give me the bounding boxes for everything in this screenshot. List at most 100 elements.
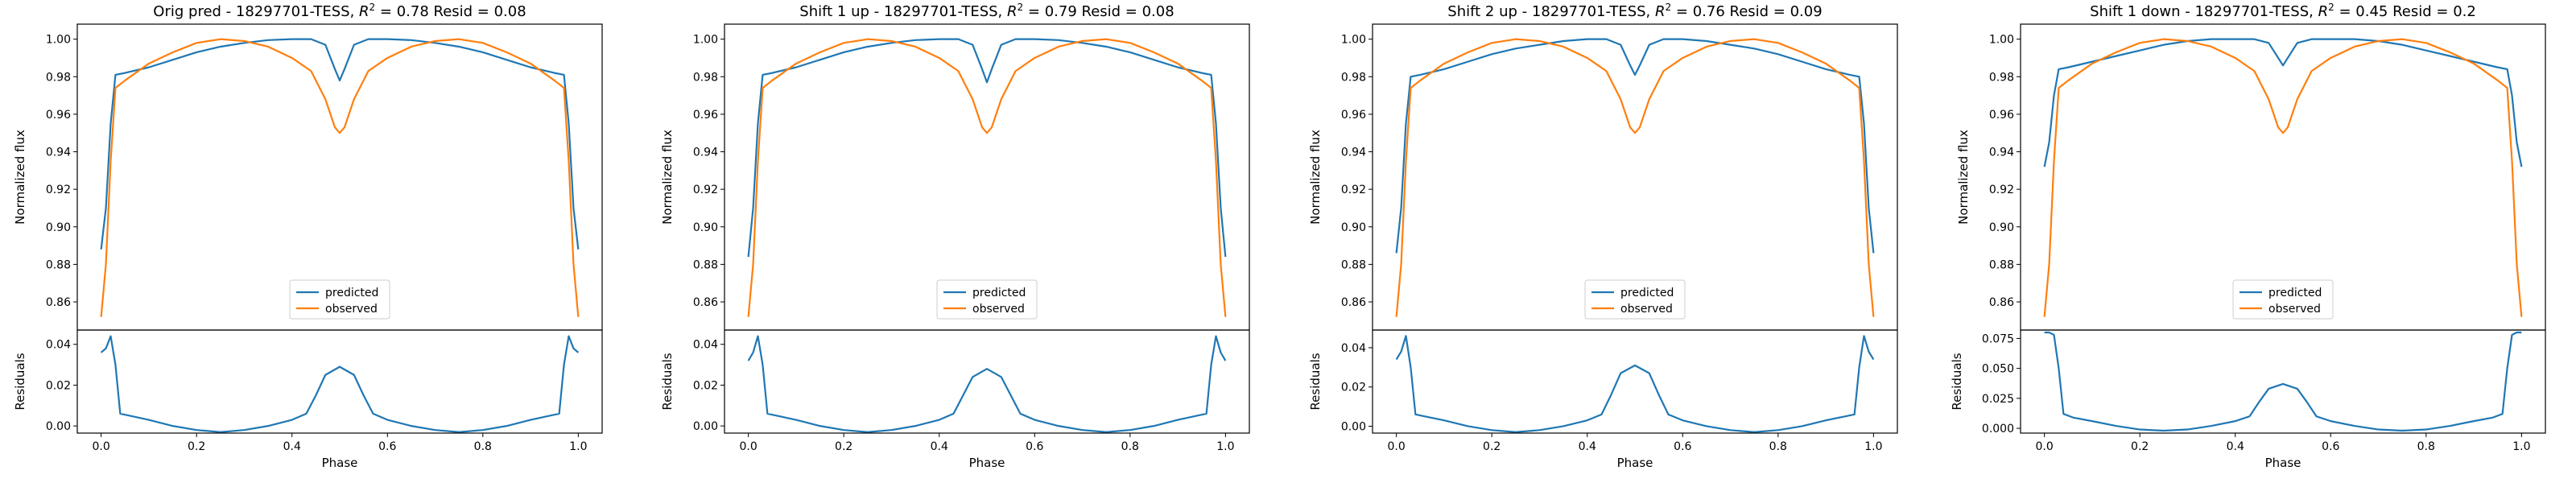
x-axis-label: Phase — [1617, 456, 1653, 470]
y-tick-label: 0.00 — [1341, 420, 1366, 433]
legend-label-observed: observed — [972, 303, 1025, 316]
x-tick-label: 0.4 — [283, 440, 301, 453]
y-tick-label: 0.88 — [693, 258, 718, 271]
x-tick-label: 0.6 — [2322, 440, 2339, 453]
residuals-y-axis-label: Residuals — [1308, 353, 1323, 410]
chart-panel-3: Shift 2 up - 18297701-TESS, R2 = 0.76 Re… — [1308, 2, 1898, 470]
residuals-y-axis-label: Residuals — [13, 353, 27, 410]
y-tick-label: 0.86 — [1341, 296, 1366, 309]
y-tick-label: 0.90 — [1989, 221, 2014, 234]
legend-label-predicted: predicted — [1620, 287, 1674, 299]
x-tick-label: 0.8 — [2417, 440, 2435, 453]
x-tick-label: 1.0 — [569, 440, 587, 453]
x-axis-label: Phase — [969, 456, 1005, 470]
x-tick-label: 0.0 — [1388, 440, 1406, 453]
y-tick-label: 0.98 — [46, 71, 71, 84]
residuals-line — [1395, 335, 1875, 433]
y-tick-label: 0.04 — [46, 339, 71, 352]
x-tick-label: 0.6 — [1026, 440, 1043, 453]
y-tick-label: 0.94 — [693, 147, 718, 159]
y-tick-label: 0.96 — [46, 109, 71, 122]
y-tick-label: 0.02 — [693, 379, 718, 392]
series-line-predicted — [100, 38, 580, 250]
y-tick-label: 0.00 — [693, 420, 718, 433]
series-line-predicted — [2043, 38, 2523, 167]
x-tick-label: 0.4 — [1579, 440, 1596, 453]
y-tick-label: 0.92 — [1341, 184, 1366, 196]
y-tick-label: 0.94 — [1341, 147, 1366, 159]
y-tick-label: 0.92 — [1989, 184, 2014, 196]
y-tick-label: 0.02 — [1341, 382, 1366, 394]
y-tick-label: 0.86 — [1989, 296, 2014, 309]
legend-label-predicted: predicted — [325, 287, 378, 299]
series-line-observed — [100, 38, 580, 317]
x-axis-label: Phase — [2265, 456, 2301, 470]
series-line-observed — [747, 38, 1227, 317]
y-tick-label: 0.94 — [1989, 147, 2014, 159]
x-tick-label: 0.6 — [378, 440, 396, 453]
residuals-frame — [724, 329, 1250, 434]
x-tick-label: 0.4 — [931, 440, 948, 453]
y-tick-label: 0.050 — [1982, 363, 2014, 376]
legend-label-observed: observed — [325, 303, 378, 316]
chart-title: Shift 1 down - 18297701-TESS, R2 = 0.45 … — [2090, 2, 2476, 20]
flux-axes: 0.86 0.88 0.90 0.92 0.94 0.96 0.98 1.00 Normaliz… — [13, 23, 603, 331]
residuals-line — [747, 335, 1227, 433]
flux-y-axis-label: Normalized flux — [1308, 130, 1323, 225]
flux-axes: 0.86 0.88 0.90 0.92 0.94 0.96 0.98 1.00 Normaliz… — [1956, 23, 2546, 331]
y-tick-label: 0.86 — [46, 296, 71, 309]
y-tick-label: 0.88 — [1989, 258, 2014, 271]
series-line-predicted — [747, 38, 1227, 258]
x-tick-label: 1.0 — [2512, 440, 2530, 453]
y-tick-label: 0.88 — [1341, 258, 1366, 271]
x-tick-label: 1.0 — [1864, 440, 1882, 453]
y-tick-label: 0.98 — [1341, 71, 1366, 84]
x-tick-label: 0.2 — [2131, 440, 2149, 453]
residuals-axes: 0.00 0.02 0.04 0.0 0.2 0.4 0.6 0.8 1.0 Residuals P… — [13, 329, 603, 470]
residuals-frame — [2020, 329, 2546, 434]
y-tick-label: 0.90 — [1341, 221, 1366, 234]
y-tick-label: 0.90 — [693, 221, 718, 234]
x-tick-label: 1.0 — [1216, 440, 1234, 453]
chart-title: Orig pred - 18297701-TESS, R2 = 0.78 Res… — [153, 2, 526, 20]
chart-title: Shift 1 up - 18297701-TESS, R2 = 0.79 Re… — [799, 2, 1174, 20]
series-line-observed — [2043, 38, 2523, 317]
x-tick-label: 0.0 — [93, 440, 110, 453]
residuals-y-axis-label: Residuals — [660, 353, 675, 410]
series-line-observed — [1395, 38, 1875, 317]
y-tick-label: 0.96 — [1989, 109, 2014, 122]
y-tick-label: 0.98 — [1989, 71, 2014, 84]
y-tick-label: 1.00 — [46, 34, 71, 47]
y-tick-label: 0.90 — [46, 221, 71, 234]
y-tick-label: 0.96 — [1341, 109, 1366, 122]
flux-axes: 0.86 0.88 0.90 0.92 0.94 0.96 0.98 1.00 Normaliz… — [660, 23, 1250, 331]
chart-panel-4: Shift 1 down - 18297701-TESS, R2 = 0.45 … — [1950, 2, 2546, 470]
x-tick-label: 0.8 — [474, 440, 492, 453]
y-tick-label: 1.00 — [693, 34, 718, 47]
y-tick-label: 0.02 — [46, 379, 71, 392]
legend: predicted observed — [2232, 279, 2334, 320]
residuals-axes: 0.00 0.02 0.04 0.0 0.2 0.4 0.6 0.8 1.0 Residuals P… — [1308, 329, 1898, 470]
x-tick-label: 0.2 — [835, 440, 852, 453]
legend-label-observed: observed — [1620, 303, 1673, 316]
x-tick-label: 0.6 — [1674, 440, 1691, 453]
flux-y-axis-label: Normalized flux — [13, 130, 27, 225]
x-axis-label: Phase — [322, 456, 358, 470]
flux-y-axis-label: Normalized flux — [1956, 130, 1971, 225]
y-tick-label: 0.04 — [1341, 342, 1366, 355]
legend-label-predicted: predicted — [2268, 287, 2322, 299]
y-tick-label: 0.025 — [1982, 393, 2014, 406]
y-tick-label: 0.86 — [693, 296, 718, 309]
y-tick-label: 0.88 — [46, 258, 71, 271]
x-tick-label: 0.8 — [1769, 440, 1787, 453]
x-tick-label: 0.4 — [2227, 440, 2244, 453]
y-tick-label: 0.04 — [693, 339, 718, 352]
legend-label-predicted: predicted — [972, 287, 1026, 299]
chart-title: Shift 2 up - 18297701-TESS, R2 = 0.76 Re… — [1447, 2, 1822, 20]
residuals-line — [2044, 331, 2522, 432]
y-tick-label: 1.00 — [1341, 34, 1366, 47]
chart-panel-1: Orig pred - 18297701-TESS, R2 = 0.78 Res… — [13, 2, 603, 470]
y-tick-label: 0.075 — [1982, 332, 2014, 345]
y-tick-label: 0.000 — [1982, 423, 2014, 436]
